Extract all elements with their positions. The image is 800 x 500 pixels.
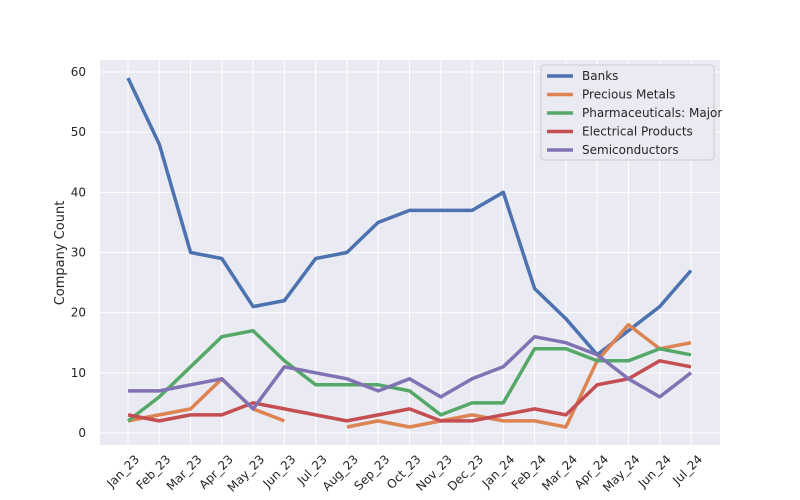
y-tick-label: 60 [71, 65, 86, 79]
x-tick-label: Mar_24 [539, 452, 580, 493]
series-line-pharmaceuticals-major [126, 328, 692, 423]
series-line-electrical-products [127, 359, 692, 423]
y-tick-label: 30 [71, 246, 86, 260]
legend-label: Banks [582, 69, 618, 83]
legend-label: Semiconductors [582, 143, 679, 157]
x-tick-label: Jun_23 [260, 452, 299, 491]
legend-label: Pharmaceuticals: Major [582, 106, 722, 120]
legend: Banks Precious Metals Pharmaceuticals: Maj… [540, 64, 722, 161]
legend-label: Electrical Products [582, 125, 693, 139]
y-tick-label: 0 [78, 426, 86, 440]
y-tick-label: 50 [71, 125, 86, 139]
x-axis-ticks: Jan_23Feb_23Mar_23Apr_23May_23Jun_23Jul_… [103, 452, 705, 494]
x-tick-label: Mar_23 [164, 452, 205, 493]
x-tick-label: Jul_24 [669, 452, 705, 488]
y-axis-ticks: 0 10 20 30 40 50 60 [71, 65, 86, 440]
x-tick-label: Sep_23 [351, 452, 392, 493]
y-tick-label: 20 [71, 306, 86, 320]
y-tick-label: 10 [71, 366, 86, 380]
series-line-precious-metals [127, 322, 692, 429]
legend-box [540, 64, 715, 161]
legend-label: Precious Metals [582, 88, 675, 102]
series-line-semiconductors [128, 334, 693, 411]
series-lines [126, 77, 693, 429]
y-tick-label: 40 [71, 185, 86, 199]
x-tick-label: Jun_24 [635, 452, 674, 491]
y-axis-label: Company Count [53, 201, 68, 306]
